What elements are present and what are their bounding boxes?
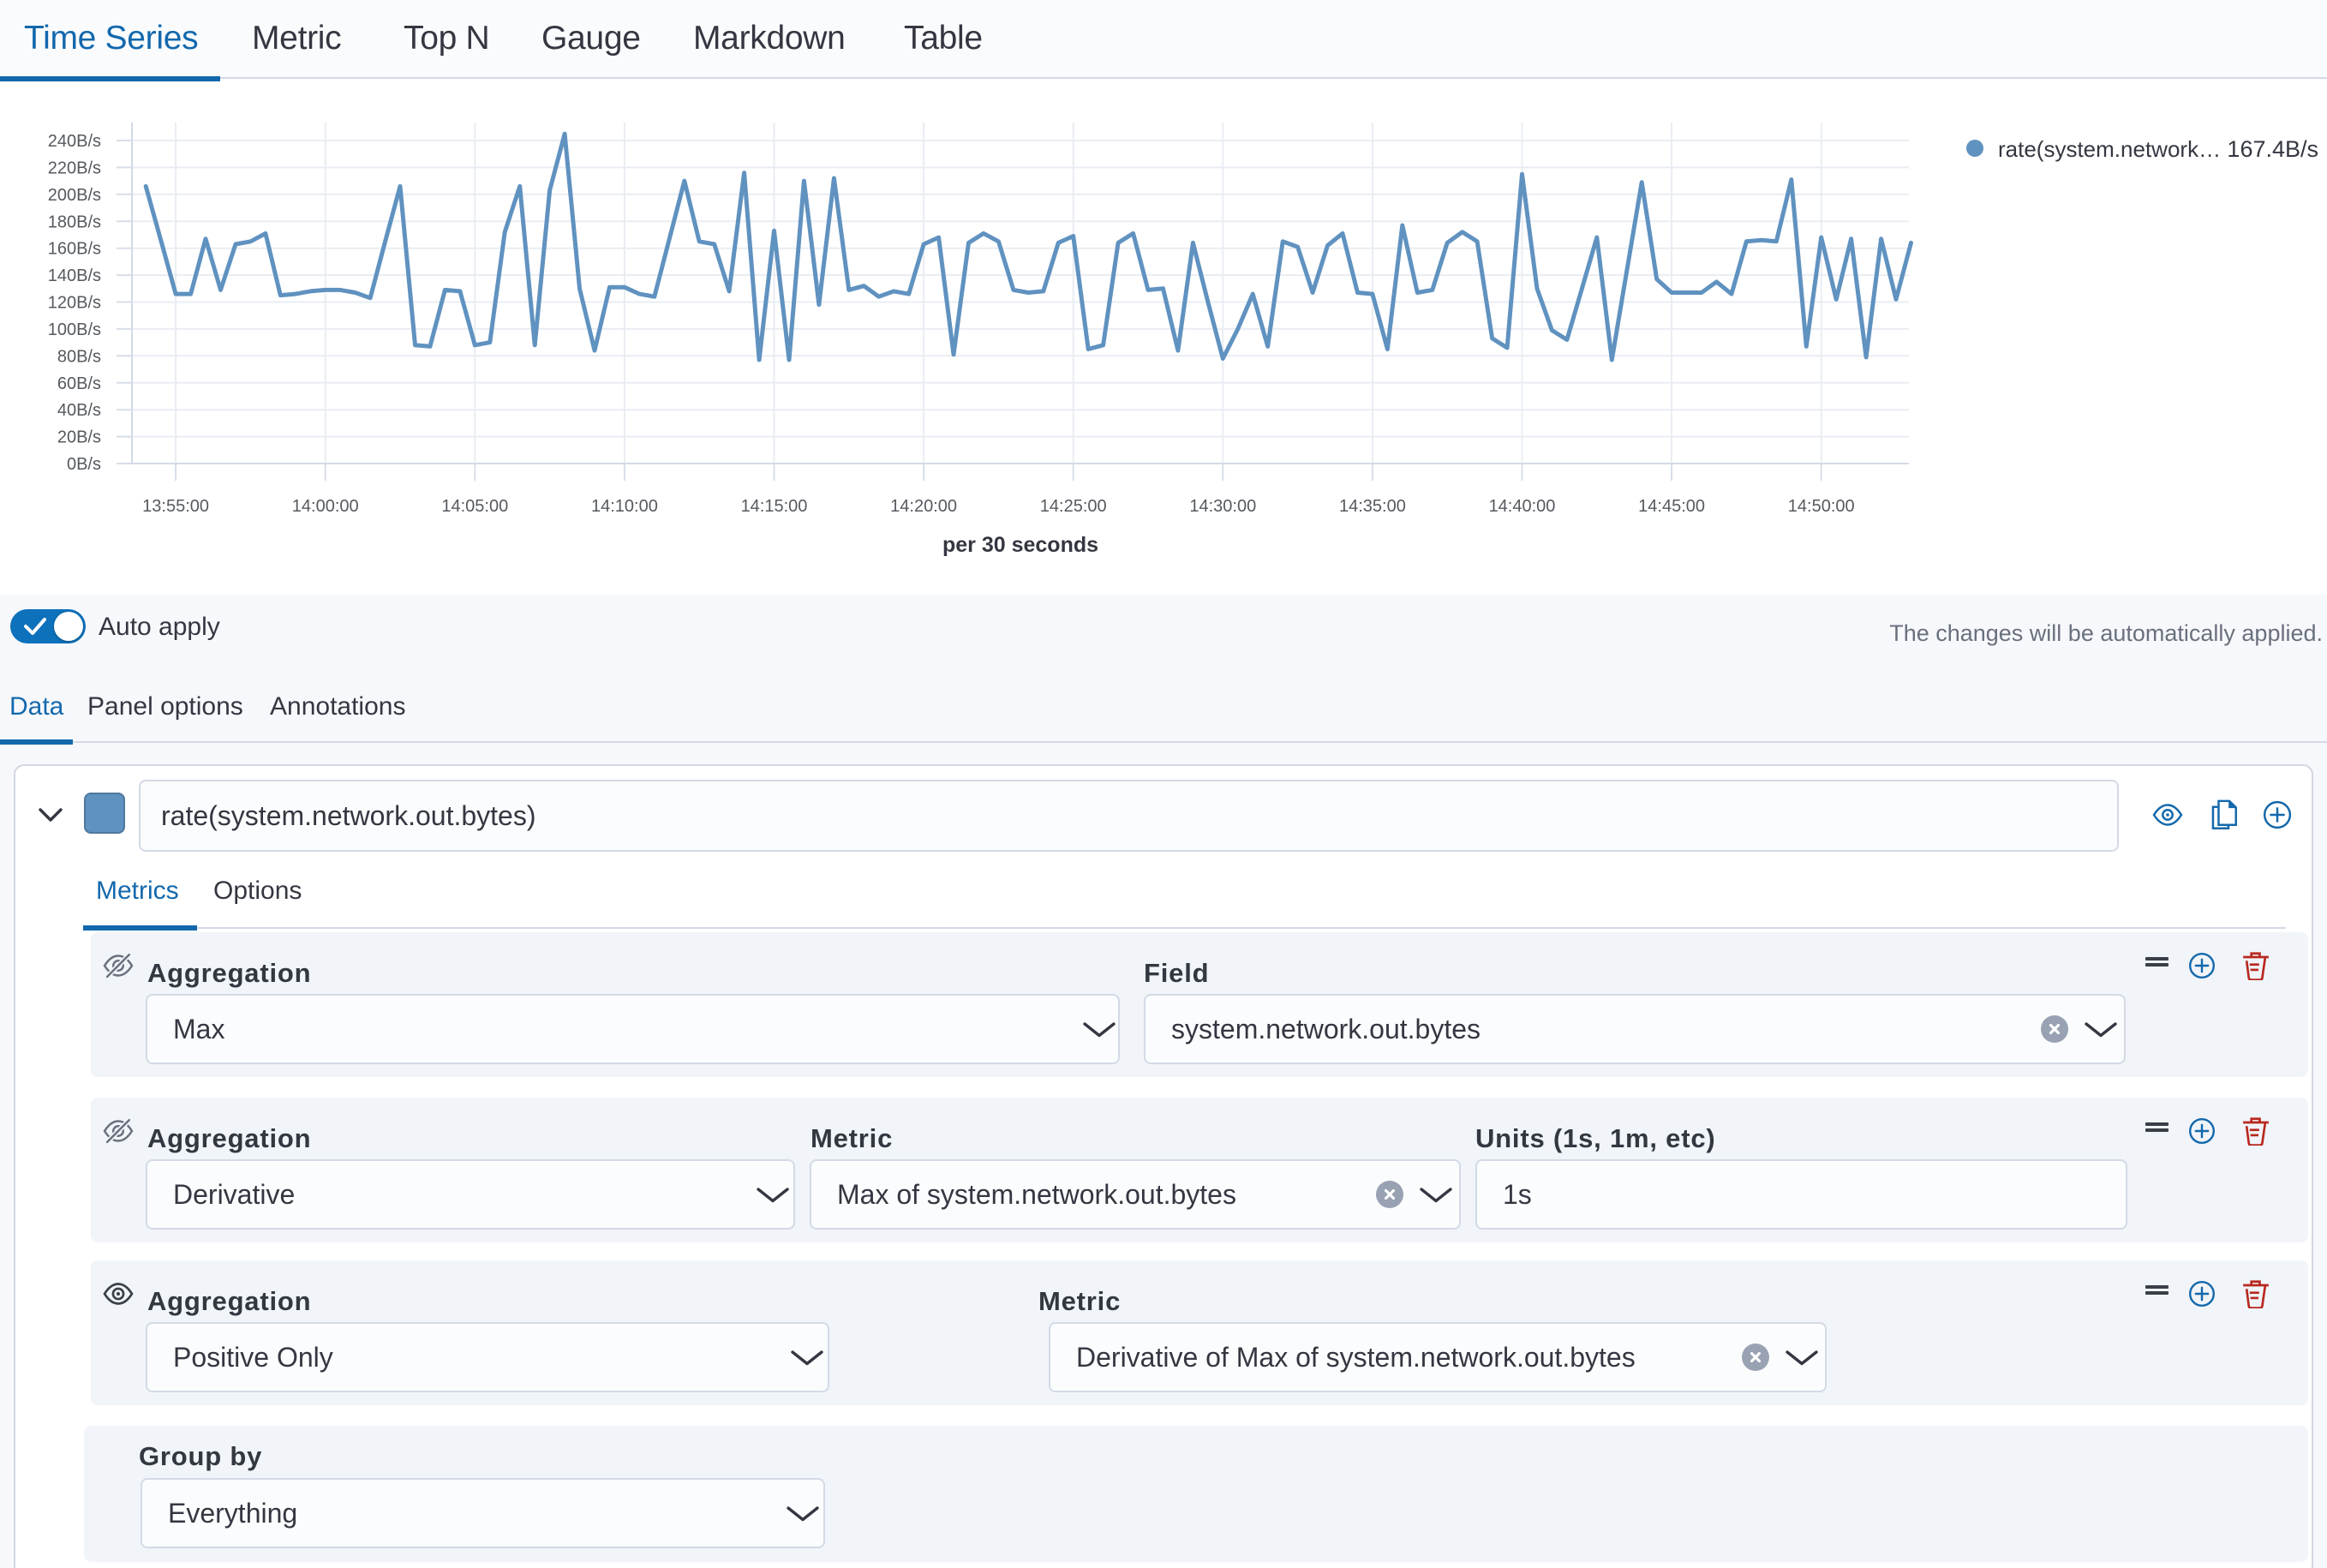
- svg-text:rate(system.network…: rate(system.network…: [1998, 136, 2221, 162]
- svg-text:200B/s: 200B/s: [48, 186, 101, 205]
- svg-text:80B/s: 80B/s: [57, 347, 101, 366]
- svg-text:120B/s: 120B/s: [48, 294, 101, 313]
- svg-text:0B/s: 0B/s: [67, 455, 101, 474]
- svg-text:14:25:00: 14:25:00: [1040, 497, 1107, 516]
- svg-text:20B/s: 20B/s: [57, 428, 101, 447]
- svg-text:240B/s: 240B/s: [48, 132, 101, 151]
- svg-text:167.4B/s: 167.4B/s: [2227, 136, 2318, 162]
- svg-text:100B/s: 100B/s: [48, 320, 101, 339]
- svg-text:14:30:00: 14:30:00: [1189, 497, 1256, 516]
- svg-text:13:55:00: 13:55:00: [142, 497, 209, 516]
- svg-text:14:15:00: 14:15:00: [741, 497, 808, 516]
- svg-text:14:50:00: 14:50:00: [1788, 497, 1855, 516]
- svg-text:160B/s: 160B/s: [48, 240, 101, 259]
- svg-text:14:45:00: 14:45:00: [1638, 497, 1705, 516]
- svg-text:180B/s: 180B/s: [48, 212, 101, 231]
- svg-text:14:35:00: 14:35:00: [1339, 497, 1406, 516]
- svg-text:220B/s: 220B/s: [48, 159, 101, 177]
- svg-text:14:40:00: 14:40:00: [1489, 497, 1556, 516]
- svg-text:14:20:00: 14:20:00: [890, 497, 957, 516]
- svg-text:60B/s: 60B/s: [57, 374, 101, 393]
- svg-text:14:00:00: 14:00:00: [292, 497, 359, 516]
- svg-text:40B/s: 40B/s: [57, 401, 101, 420]
- svg-text:140B/s: 140B/s: [48, 266, 101, 285]
- svg-text:per 30 seconds: per 30 seconds: [942, 533, 1098, 557]
- svg-text:14:10:00: 14:10:00: [591, 497, 658, 516]
- svg-text:14:05:00: 14:05:00: [441, 497, 508, 516]
